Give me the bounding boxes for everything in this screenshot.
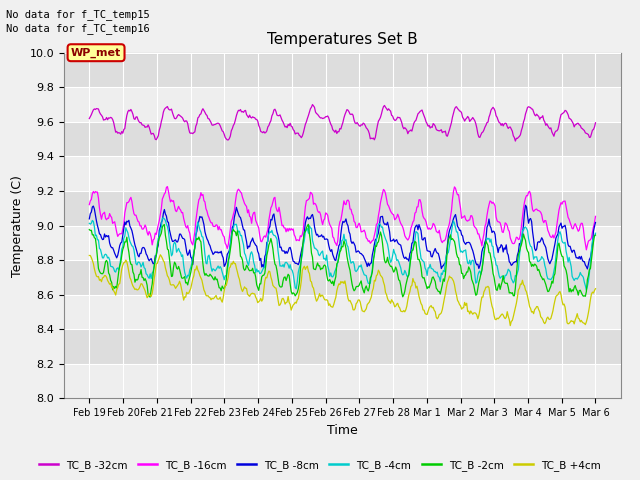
Bar	[64, 53, 621, 87]
Y-axis label: Temperature (C): Temperature (C)	[11, 175, 24, 276]
Legend: TC_B -32cm, TC_B -16cm, TC_B -8cm, TC_B -4cm, TC_B -2cm, TC_B +4cm: TC_B -32cm, TC_B -16cm, TC_B -8cm, TC_B …	[35, 456, 605, 475]
Bar	[64, 226, 621, 260]
Bar	[64, 364, 621, 398]
Bar	[64, 329, 621, 364]
Text: No data for f_TC_temp15: No data for f_TC_temp15	[6, 9, 150, 20]
Bar	[64, 87, 621, 122]
Bar	[64, 191, 621, 226]
Text: No data for f_TC_temp16: No data for f_TC_temp16	[6, 23, 150, 34]
Bar	[64, 122, 621, 156]
X-axis label: Time: Time	[327, 424, 358, 437]
Title: Temperatures Set B: Temperatures Set B	[267, 33, 418, 48]
Bar	[64, 156, 621, 191]
Text: WP_met: WP_met	[71, 48, 121, 58]
Bar	[64, 260, 621, 295]
Bar	[64, 295, 621, 329]
